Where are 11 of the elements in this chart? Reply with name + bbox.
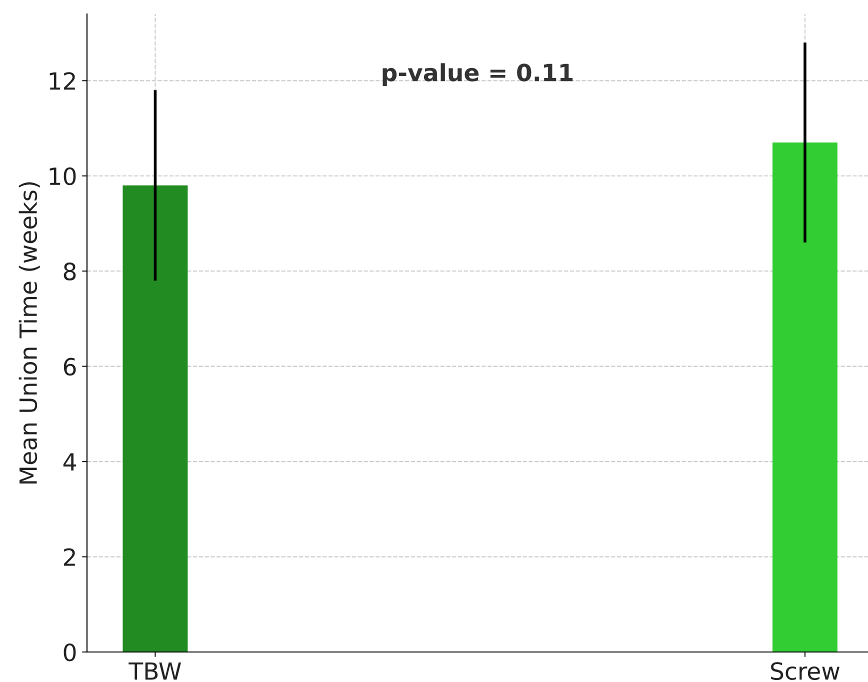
y-axis-title: Mean Union Time (weeks) bbox=[18, 182, 40, 484]
y-tick-label: 6 bbox=[64, 358, 76, 376]
y-tick-label: 0 bbox=[64, 643, 76, 662]
y-tick-label: 4 bbox=[63, 453, 76, 471]
x-tick-label: Screw bbox=[771, 662, 840, 680]
y-tick-label: 8 bbox=[64, 262, 76, 280]
y-tick-label: 10 bbox=[50, 167, 76, 186]
annotation: p-value = 0.11 bbox=[382, 63, 573, 86]
y-tick-label: 2 bbox=[64, 548, 75, 566]
y-tick-label: 12 bbox=[50, 72, 75, 90]
x-tick-label: TBW bbox=[128, 662, 182, 680]
